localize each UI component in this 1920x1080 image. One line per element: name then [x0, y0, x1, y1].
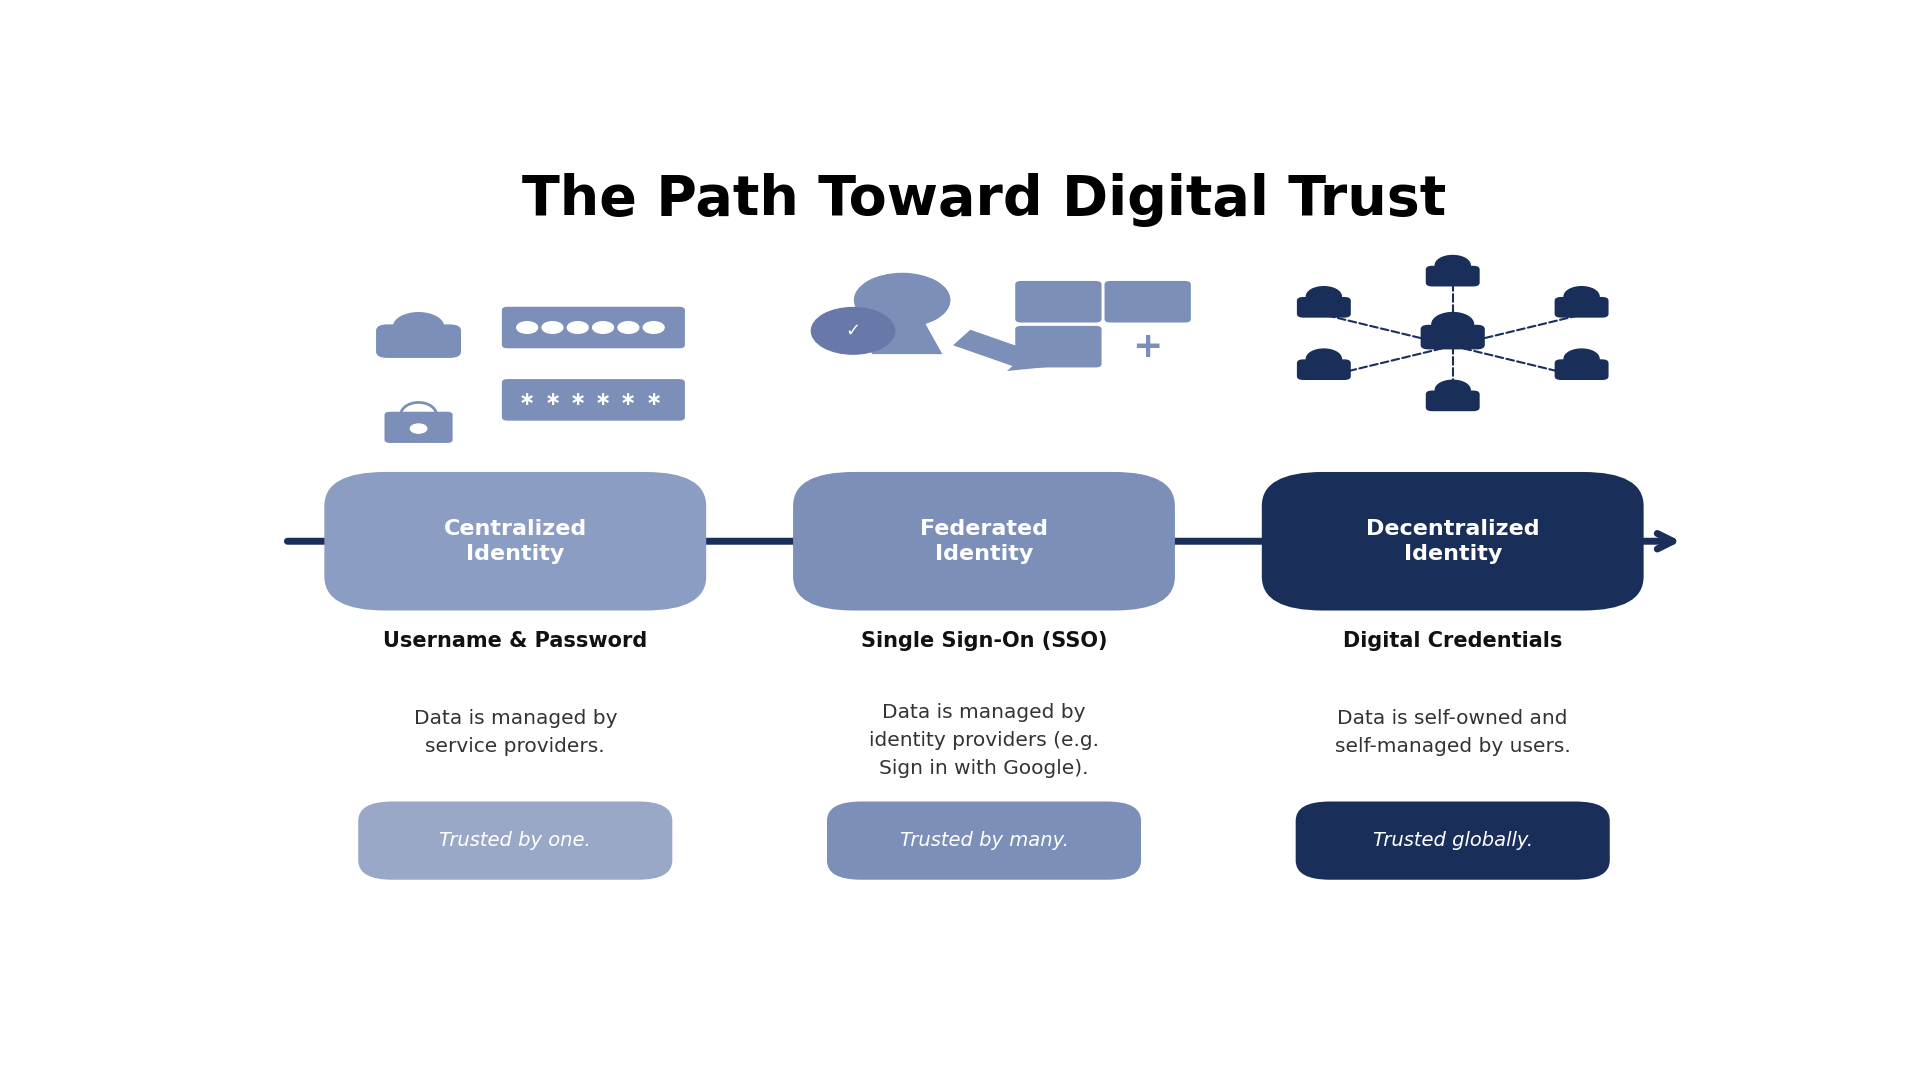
Text: Single Sign-On (SSO): Single Sign-On (SSO)	[860, 631, 1108, 651]
FancyBboxPatch shape	[793, 472, 1175, 610]
Circle shape	[812, 308, 895, 354]
Text: ∗: ∗	[595, 390, 611, 409]
Text: Trusted globally.: Trusted globally.	[1373, 832, 1532, 850]
Circle shape	[1436, 380, 1471, 400]
Text: Username & Password: Username & Password	[384, 631, 647, 651]
Text: ∗: ∗	[620, 390, 637, 409]
FancyBboxPatch shape	[1427, 266, 1480, 286]
Text: ∗: ∗	[570, 390, 586, 409]
Text: Data is managed by
identity providers (e.g.
Sign in with Google).: Data is managed by identity providers (e…	[870, 703, 1098, 779]
Circle shape	[854, 273, 950, 326]
Text: Centralized
Identity: Centralized Identity	[444, 518, 588, 564]
Circle shape	[394, 313, 444, 340]
Circle shape	[1306, 286, 1342, 307]
Circle shape	[516, 322, 538, 334]
FancyBboxPatch shape	[359, 801, 672, 880]
Circle shape	[541, 322, 563, 334]
FancyBboxPatch shape	[1555, 360, 1609, 380]
FancyBboxPatch shape	[384, 411, 453, 443]
Circle shape	[643, 322, 664, 334]
Text: Trusted by many.: Trusted by many.	[900, 832, 1068, 850]
Text: ✓: ✓	[845, 322, 860, 340]
FancyBboxPatch shape	[1427, 391, 1480, 411]
Circle shape	[1565, 286, 1599, 307]
FancyArrow shape	[952, 329, 1046, 372]
FancyBboxPatch shape	[1296, 297, 1352, 318]
FancyBboxPatch shape	[1421, 325, 1484, 350]
Text: +: +	[1133, 329, 1164, 364]
FancyBboxPatch shape	[1555, 297, 1609, 318]
FancyBboxPatch shape	[1296, 360, 1352, 380]
Polygon shape	[858, 316, 943, 354]
FancyBboxPatch shape	[1296, 801, 1609, 880]
FancyBboxPatch shape	[376, 324, 461, 357]
Circle shape	[411, 424, 426, 433]
Text: ∗: ∗	[645, 390, 662, 409]
FancyBboxPatch shape	[1261, 472, 1644, 610]
Circle shape	[1306, 349, 1342, 368]
Circle shape	[1432, 312, 1473, 336]
FancyBboxPatch shape	[828, 801, 1140, 880]
Text: ∗: ∗	[518, 390, 536, 409]
FancyBboxPatch shape	[1016, 281, 1102, 323]
Circle shape	[1436, 256, 1471, 275]
Circle shape	[1565, 349, 1599, 368]
Text: Federated
Identity: Federated Identity	[920, 518, 1048, 564]
Text: Data is managed by
service providers.: Data is managed by service providers.	[413, 708, 616, 756]
FancyBboxPatch shape	[1104, 281, 1190, 323]
Text: Digital Credentials: Digital Credentials	[1342, 631, 1563, 651]
Text: Data is self-owned and
self-managed by users.: Data is self-owned and self-managed by u…	[1334, 708, 1571, 756]
Circle shape	[568, 322, 588, 334]
FancyBboxPatch shape	[501, 307, 685, 349]
FancyBboxPatch shape	[501, 379, 685, 420]
Circle shape	[593, 322, 614, 334]
Text: Trusted by one.: Trusted by one.	[440, 832, 591, 850]
FancyBboxPatch shape	[1016, 326, 1102, 367]
Text: ∗: ∗	[543, 390, 561, 409]
Circle shape	[618, 322, 639, 334]
FancyBboxPatch shape	[324, 472, 707, 610]
Text: The Path Toward Digital Trust: The Path Toward Digital Trust	[522, 173, 1446, 227]
Text: Decentralized
Identity: Decentralized Identity	[1365, 518, 1540, 564]
